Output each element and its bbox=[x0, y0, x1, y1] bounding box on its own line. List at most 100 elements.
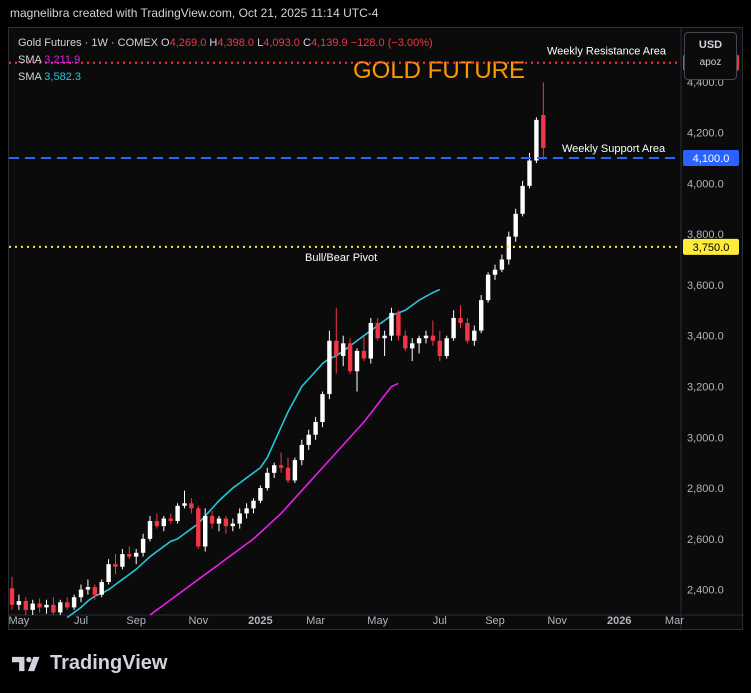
legend-sma2-row[interactable]: SMA 3,582.3 bbox=[18, 69, 433, 86]
candle[interactable] bbox=[430, 335, 436, 341]
candle[interactable] bbox=[541, 115, 546, 148]
candle[interactable] bbox=[113, 564, 118, 567]
price-axis-tag bbox=[683, 149, 739, 166]
candle[interactable] bbox=[92, 587, 97, 595]
candle[interactable] bbox=[78, 589, 84, 598]
candle[interactable] bbox=[237, 513, 242, 524]
candle[interactable] bbox=[134, 552, 139, 557]
legend-l-label: L bbox=[257, 37, 264, 49]
candle[interactable] bbox=[534, 119, 539, 161]
candle[interactable] bbox=[499, 259, 505, 270]
candle[interactable] bbox=[251, 500, 256, 509]
candle[interactable] bbox=[182, 503, 187, 506]
candle[interactable] bbox=[416, 338, 422, 344]
chart-canvas[interactable]: GOLD FUTURE 2,400.0 2,600.0 2,800.0 3,000.0 3… bbox=[9, 28, 744, 631]
candle[interactable] bbox=[30, 603, 35, 610]
candle[interactable] bbox=[23, 601, 28, 610]
x-tick-label: Nov bbox=[189, 615, 209, 627]
candle[interactable] bbox=[223, 518, 229, 527]
chart-title: GOLD FUTURE bbox=[353, 57, 525, 84]
candle[interactable] bbox=[513, 213, 518, 237]
candle[interactable] bbox=[354, 350, 360, 372]
candle[interactable] bbox=[209, 515, 215, 524]
candle[interactable] bbox=[382, 335, 387, 339]
legend-o-value: 4,269.0 bbox=[169, 37, 207, 49]
candle[interactable] bbox=[410, 343, 415, 349]
candle[interactable] bbox=[492, 269, 498, 275]
y-tick-label: 3,200.0 bbox=[687, 381, 724, 393]
candle[interactable] bbox=[196, 508, 201, 547]
candle[interactable] bbox=[65, 602, 70, 608]
creator-line: magnelibra created with TradingView.com,… bbox=[10, 6, 379, 20]
legend-sma1-row[interactable]: SMA 3,211.9 bbox=[18, 52, 433, 69]
candle[interactable] bbox=[396, 312, 401, 336]
candle[interactable] bbox=[285, 467, 291, 481]
candle[interactable] bbox=[278, 465, 284, 468]
candle[interactable] bbox=[265, 472, 270, 489]
legend-sma1-value: 3,211.9 bbox=[44, 54, 81, 66]
candle[interactable] bbox=[244, 508, 249, 514]
candle[interactable] bbox=[9, 588, 15, 605]
candle[interactable] bbox=[437, 340, 442, 357]
candle[interactable] bbox=[106, 564, 111, 582]
candle[interactable] bbox=[444, 338, 449, 357]
y-tick-label: 3,000.0 bbox=[687, 432, 724, 444]
candle[interactable] bbox=[51, 604, 56, 613]
candle[interactable] bbox=[127, 554, 132, 557]
sma-line-magenta[interactable] bbox=[149, 382, 399, 616]
candle[interactable] bbox=[168, 518, 173, 522]
candle[interactable] bbox=[479, 300, 484, 331]
candle[interactable] bbox=[140, 538, 146, 553]
y-tick-label: 3,800.0 bbox=[687, 229, 724, 241]
y-tick-label: 2,400.0 bbox=[687, 585, 724, 597]
candle[interactable] bbox=[451, 317, 456, 339]
candle[interactable] bbox=[16, 601, 22, 605]
candle[interactable] bbox=[99, 581, 104, 595]
tradingview-logo-icon bbox=[12, 656, 40, 671]
candle[interactable] bbox=[472, 330, 477, 341]
candle[interactable] bbox=[341, 343, 346, 357]
candle[interactable] bbox=[230, 523, 235, 527]
candle[interactable] bbox=[527, 160, 532, 186]
candle[interactable] bbox=[313, 422, 318, 435]
candle[interactable] bbox=[389, 312, 394, 336]
candle[interactable] bbox=[320, 394, 325, 423]
candle[interactable] bbox=[71, 597, 77, 608]
candle[interactable] bbox=[120, 554, 125, 567]
legend-symbol[interactable]: Gold Futures · 1W · COMEX bbox=[18, 37, 158, 49]
candle[interactable] bbox=[506, 236, 511, 260]
candle[interactable] bbox=[347, 343, 353, 372]
candle[interactable] bbox=[361, 350, 367, 359]
candle[interactable] bbox=[403, 335, 408, 349]
candle[interactable] bbox=[216, 518, 222, 524]
sma-line-cyan[interactable] bbox=[66, 288, 441, 619]
candle[interactable] bbox=[161, 518, 166, 527]
candle[interactable] bbox=[327, 340, 332, 395]
candle[interactable] bbox=[154, 521, 160, 527]
candle[interactable] bbox=[85, 587, 91, 590]
candle[interactable] bbox=[292, 460, 298, 481]
candle[interactable] bbox=[258, 488, 263, 501]
candle[interactable] bbox=[368, 323, 373, 359]
legend-symbol-row: Gold Futures · 1W · COMEX O4,269.0 H4,39… bbox=[18, 35, 433, 52]
candle[interactable] bbox=[147, 521, 153, 539]
candle[interactable] bbox=[423, 335, 429, 339]
candle[interactable] bbox=[465, 323, 470, 341]
currency-unit-selector[interactable]: USD apoz bbox=[684, 32, 737, 80]
candle[interactable] bbox=[334, 340, 339, 357]
candle[interactable] bbox=[458, 317, 463, 323]
candle[interactable] bbox=[375, 323, 380, 339]
candle[interactable] bbox=[58, 602, 63, 613]
candle[interactable] bbox=[189, 503, 194, 509]
candle[interactable] bbox=[203, 515, 208, 547]
candle[interactable] bbox=[520, 185, 525, 214]
candle[interactable] bbox=[175, 505, 180, 522]
price-axis-tag-label: 4,100.0 bbox=[693, 153, 730, 165]
candle[interactable] bbox=[485, 274, 491, 301]
candle[interactable] bbox=[44, 604, 49, 608]
candle[interactable] bbox=[306, 434, 311, 445]
chart-pane[interactable]: GOLD FUTURE 2,400.0 2,600.0 2,800.0 3,000.0 3… bbox=[8, 27, 744, 631]
candle[interactable] bbox=[272, 465, 277, 473]
candle[interactable] bbox=[299, 444, 304, 461]
candle[interactable] bbox=[37, 603, 42, 608]
